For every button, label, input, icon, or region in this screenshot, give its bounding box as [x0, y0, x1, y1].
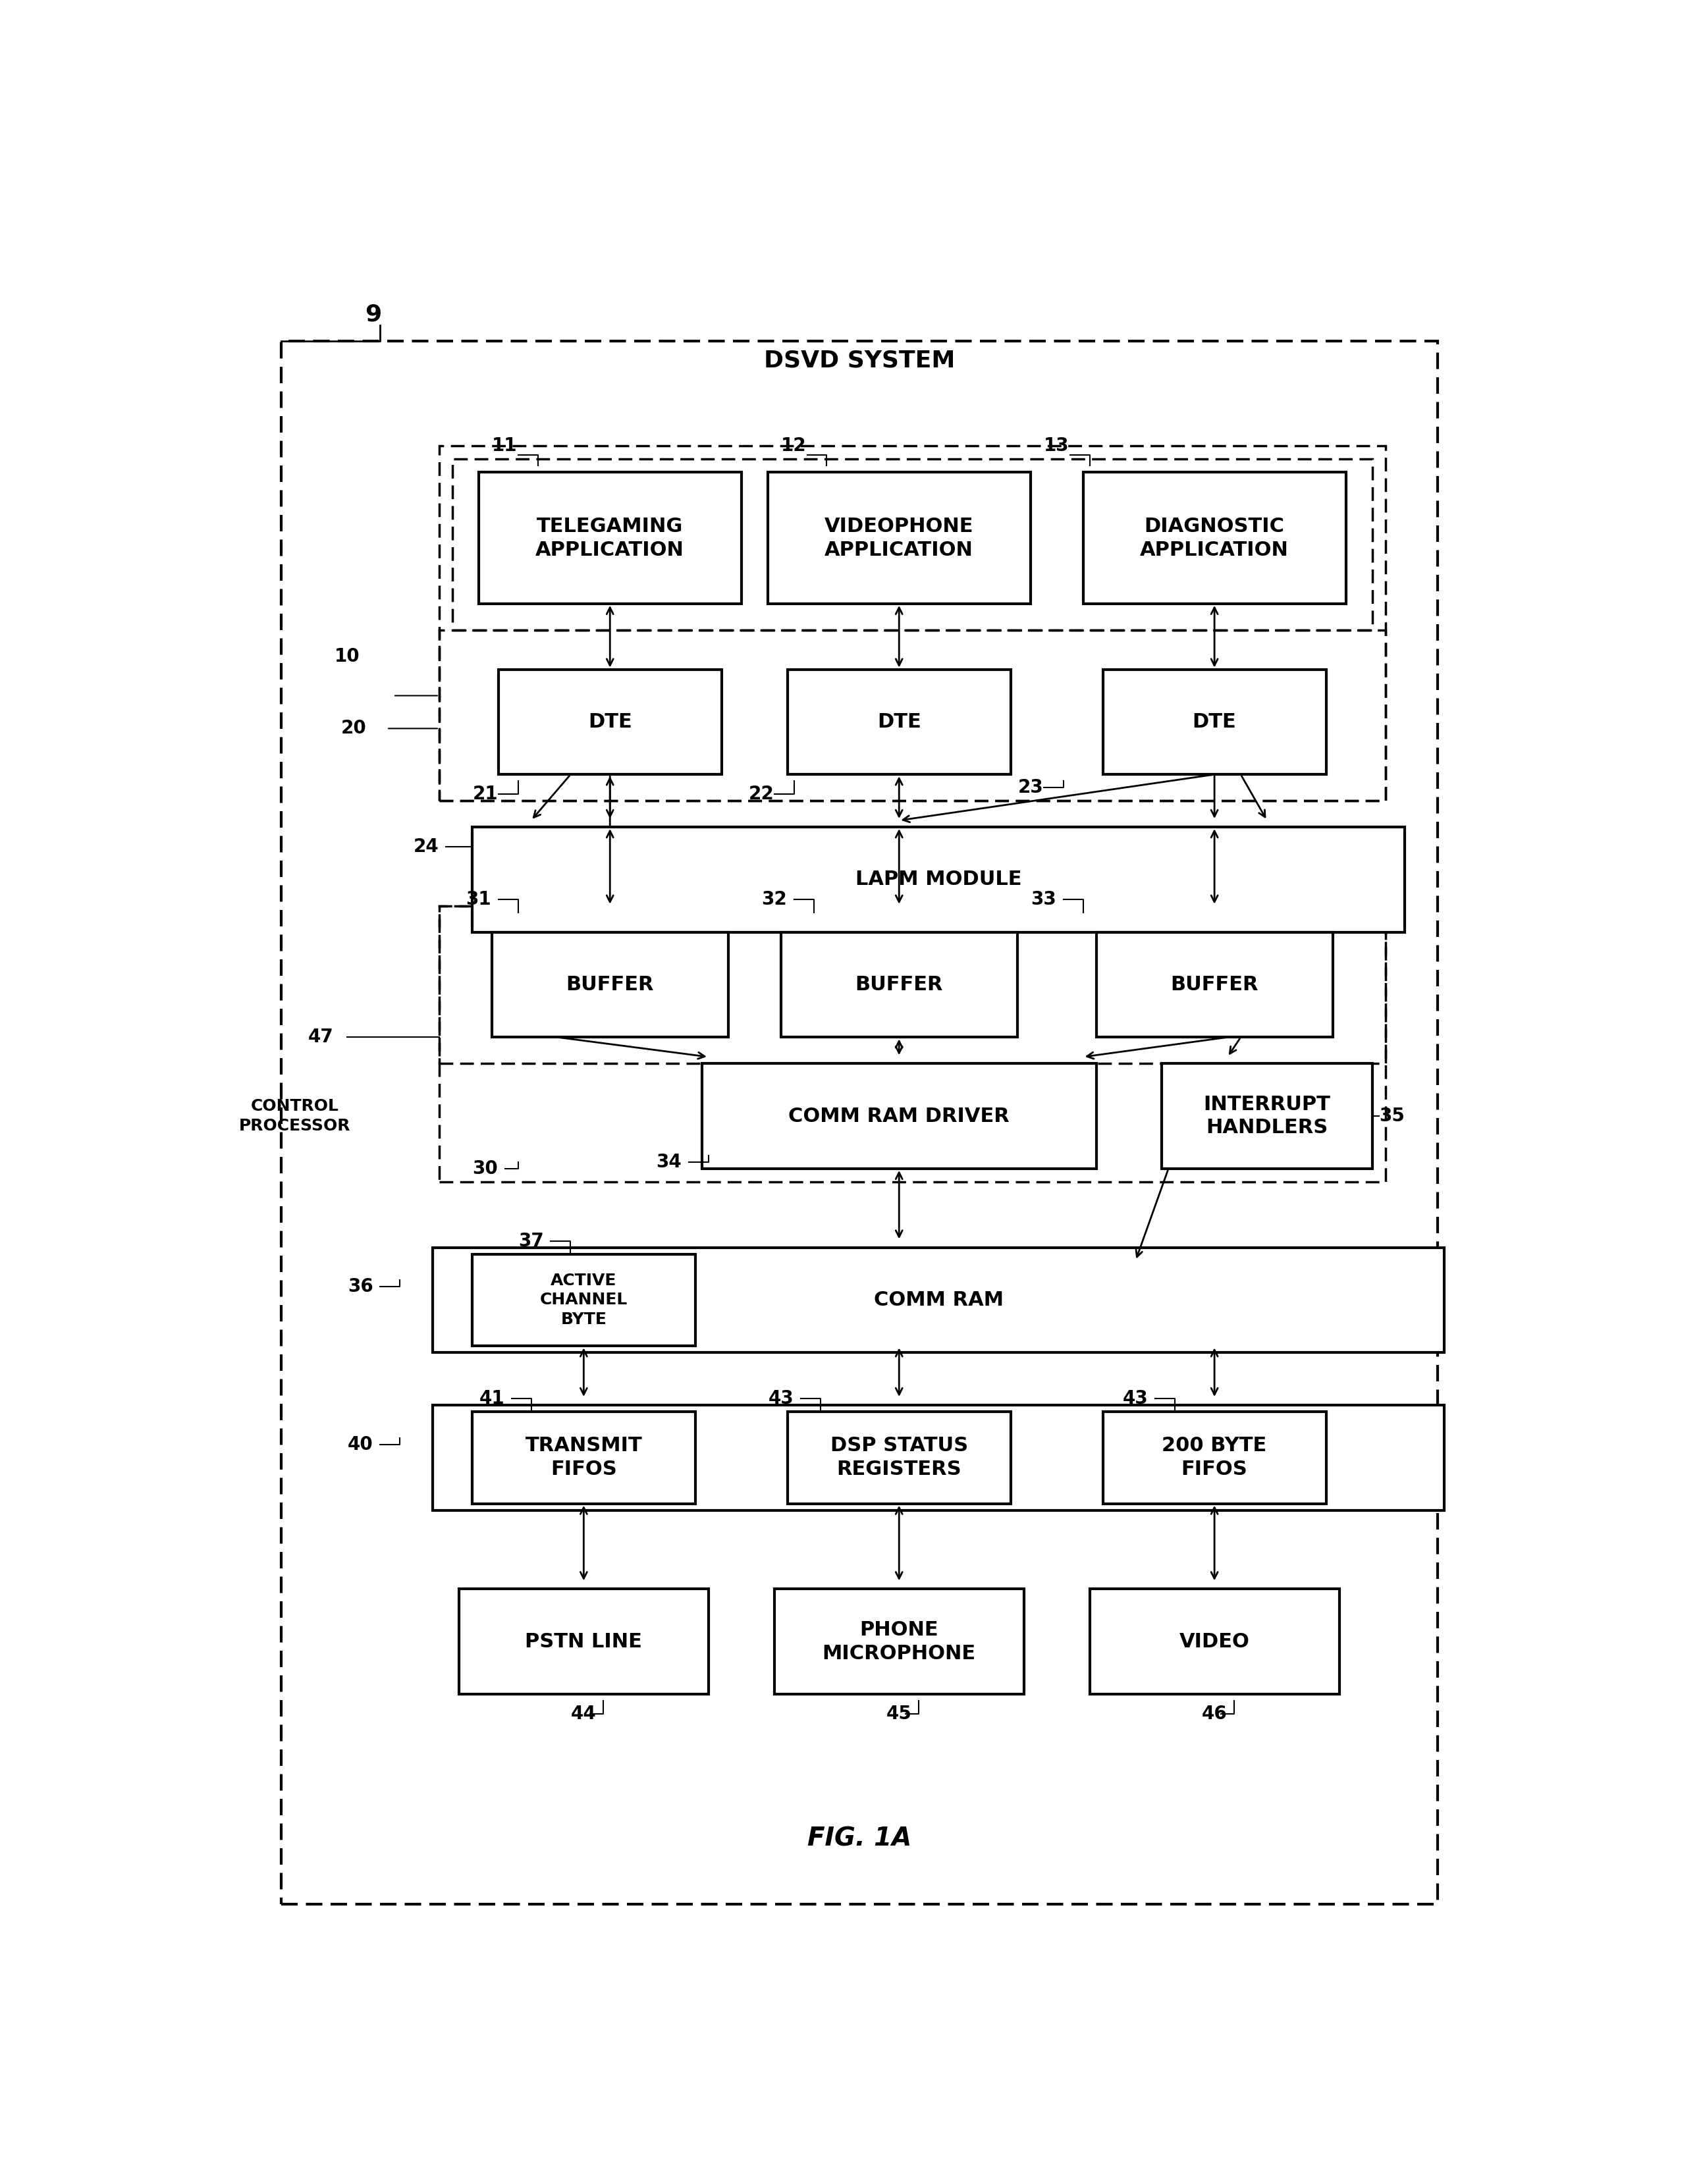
Bar	[702, 1064, 1097, 1168]
Bar	[472, 1254, 695, 1345]
Bar	[479, 472, 741, 603]
Text: BUFFER: BUFFER	[1170, 974, 1259, 994]
Text: DTE: DTE	[1192, 712, 1236, 732]
Text: 36: 36	[347, 1278, 373, 1295]
Text: 40: 40	[347, 1435, 373, 1455]
Text: BUFFER: BUFFER	[855, 974, 943, 994]
Bar	[768, 472, 1030, 603]
Text: DSVD SYSTEM: DSVD SYSTEM	[765, 349, 955, 371]
Text: TELEGAMING
APPLICATION: TELEGAMING APPLICATION	[536, 518, 685, 559]
Text: 10: 10	[334, 646, 359, 666]
Bar	[787, 668, 1012, 775]
Text: DSP STATUS
REGISTERS: DSP STATUS REGISTERS	[829, 1437, 967, 1479]
Bar	[439, 906, 1385, 1182]
Text: 31: 31	[467, 891, 490, 909]
Bar	[433, 1404, 1444, 1509]
Text: PHONE
MICROPHONE: PHONE MICROPHONE	[823, 1621, 976, 1662]
Text: 43: 43	[768, 1389, 794, 1409]
Text: 11: 11	[492, 437, 518, 454]
Text: 45: 45	[886, 1706, 911, 1723]
Text: 47: 47	[308, 1029, 334, 1046]
Text: 46: 46	[1202, 1706, 1228, 1723]
Bar	[433, 1247, 1444, 1352]
Text: DIAGNOSTIC
APPLICATION: DIAGNOSTIC APPLICATION	[1139, 518, 1289, 559]
Bar	[453, 459, 1373, 629]
Text: 32: 32	[761, 891, 787, 909]
Text: 22: 22	[748, 784, 773, 804]
Bar	[1090, 1590, 1339, 1695]
Text: 9: 9	[364, 304, 381, 325]
Text: 35: 35	[1379, 1107, 1405, 1125]
Text: 12: 12	[782, 437, 807, 454]
Text: COMM RAM DRIVER: COMM RAM DRIVER	[788, 1107, 1010, 1125]
Text: 23: 23	[1018, 778, 1044, 797]
Bar	[1097, 933, 1333, 1037]
Text: TRANSMIT
FIFOS: TRANSMIT FIFOS	[525, 1437, 642, 1479]
Text: LAPM MODULE: LAPM MODULE	[855, 869, 1022, 889]
Text: ACTIVE
CHANNEL
BYTE: ACTIVE CHANNEL BYTE	[540, 1273, 628, 1328]
Text: 20: 20	[341, 719, 366, 738]
Bar	[787, 1411, 1012, 1503]
Bar	[775, 1590, 1024, 1695]
Text: 21: 21	[472, 784, 497, 804]
Bar	[472, 828, 1405, 933]
Bar	[780, 933, 1017, 1037]
Bar	[1161, 1064, 1373, 1168]
Text: VIDEO: VIDEO	[1178, 1631, 1250, 1651]
Text: 33: 33	[1030, 891, 1056, 909]
Bar	[1104, 1411, 1327, 1503]
Bar	[492, 933, 729, 1037]
Bar	[472, 1411, 695, 1503]
Text: VIDEOPHONE
APPLICATION: VIDEOPHONE APPLICATION	[824, 518, 974, 559]
Bar	[1083, 472, 1345, 603]
Text: BUFFER: BUFFER	[565, 974, 654, 994]
Text: 30: 30	[472, 1160, 497, 1177]
Text: 44: 44	[571, 1706, 596, 1723]
Bar	[499, 668, 722, 775]
Text: DTE: DTE	[588, 712, 632, 732]
Text: CONTROL
PROCESSOR: CONTROL PROCESSOR	[238, 1099, 351, 1133]
Text: 13: 13	[1044, 437, 1069, 454]
Text: 24: 24	[414, 836, 439, 856]
Text: 37: 37	[518, 1232, 543, 1249]
Text: PSTN LINE: PSTN LINE	[525, 1631, 642, 1651]
Text: COMM RAM: COMM RAM	[874, 1291, 1003, 1310]
Bar	[458, 1590, 708, 1695]
Bar	[439, 906, 1385, 1064]
Text: 43: 43	[1122, 1389, 1148, 1409]
Text: 34: 34	[656, 1153, 681, 1171]
Text: DTE: DTE	[877, 712, 921, 732]
Text: 41: 41	[479, 1389, 504, 1409]
Text: 200 BYTE
FIFOS: 200 BYTE FIFOS	[1161, 1437, 1267, 1479]
Bar	[1104, 668, 1327, 775]
Text: INTERRUPT
HANDLERS: INTERRUPT HANDLERS	[1204, 1094, 1330, 1138]
Text: FIG. 1A: FIG. 1A	[807, 1826, 911, 1852]
Bar	[439, 446, 1385, 802]
Bar	[439, 629, 1385, 802]
Bar	[281, 341, 1437, 1904]
